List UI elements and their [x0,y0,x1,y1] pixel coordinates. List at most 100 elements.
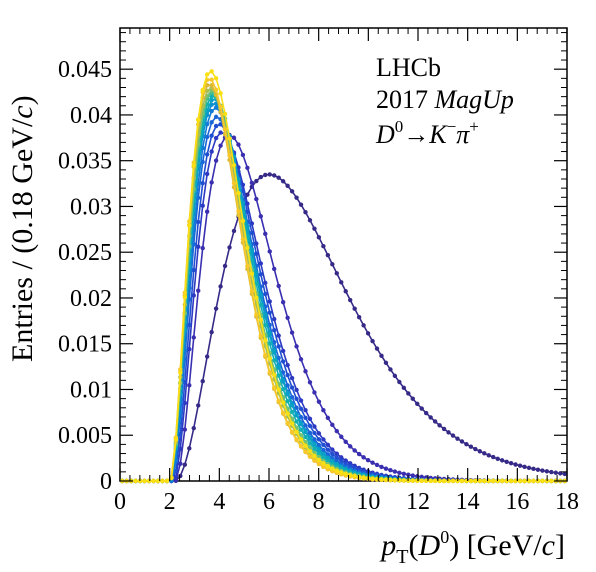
data-point [267,356,272,361]
data-point [513,462,518,467]
data-point [321,447,326,453]
data-point [196,244,201,249]
data-point [258,214,263,219]
data-point [160,478,165,484]
data-point [383,477,389,482]
data-point [272,328,277,333]
data-point [423,478,429,483]
data-point [218,104,223,110]
data-point [263,352,268,358]
data-point [285,390,290,396]
data-point [321,442,326,448]
data-point [392,373,398,379]
data-point [415,478,420,483]
data-point [272,385,277,390]
data-point [178,370,183,375]
data-point [379,353,384,359]
data-point [204,134,210,140]
data-point [410,478,415,483]
data-point [196,117,201,123]
data-point [209,108,214,114]
data-point [428,415,433,420]
data-point [236,142,241,147]
data-point [307,218,313,223]
data-point [383,466,389,471]
data-point [227,136,232,141]
data-point [289,375,295,381]
data-point [334,468,339,473]
data-point [187,223,192,228]
data-point [535,467,541,472]
data-point [486,453,491,458]
data-point [240,152,246,158]
data-point [401,471,407,477]
data-point [272,358,277,363]
data-point [307,441,313,446]
data-point [272,173,277,178]
data-point [540,478,545,484]
data-point [187,446,192,451]
tick-layer [119,28,568,482]
data-point [191,267,196,273]
data-point [209,120,214,125]
data-point [446,478,451,484]
data-point [482,451,487,456]
data-point [258,317,263,323]
data-point [339,455,344,460]
x-axis-title: pT(D0) [GeV/c] [379,527,565,568]
data-point [285,411,290,416]
data-point [289,429,295,435]
data-point [307,435,313,441]
data-point [397,470,402,475]
data-point [204,171,210,177]
data-point [289,402,295,407]
data-point [370,460,375,465]
data-point [392,469,398,474]
data-point [401,385,407,391]
tick-label-layer: 0 2 4 6 8 10 12 14 16 18 0 0.005 0.01 0.015 0.02 0.025 0… [58,57,579,515]
data-point [316,235,322,240]
data-point [249,230,255,235]
data-point [343,439,348,445]
data-point [508,478,514,484]
x-tick-label: 12 [406,489,430,515]
data-point [213,87,219,92]
data-point [258,272,263,277]
data-point [450,478,456,484]
data-point [370,476,375,481]
data-point [330,422,335,428]
data-point [432,419,438,424]
data-point [303,415,308,421]
data-point [258,333,263,338]
data-point [164,478,170,484]
data-point [209,149,214,154]
x-tick-label: 10 [356,489,380,515]
data-point [517,478,523,484]
data-point [294,412,299,417]
data-point [209,82,214,88]
data-point [196,403,201,408]
y-tick-label: 0.015 [58,332,112,358]
data-point [285,372,290,378]
data-point [191,335,196,340]
data-point [276,373,281,378]
data-point [254,295,259,300]
data-point [361,475,366,480]
data-point [298,443,304,449]
data-point [397,379,402,385]
data-point [343,471,348,477]
data-point [316,437,322,442]
data-point [191,163,196,168]
data-point [410,396,415,401]
data-point [406,391,411,396]
data-point [504,478,509,484]
y-tick-label: 0.025 [58,240,112,266]
data-point [258,292,263,297]
data-point [522,464,527,470]
data-point [285,399,290,404]
data-point [218,91,223,96]
data-point [531,466,536,472]
data-point [307,430,313,436]
data-point [388,367,393,372]
